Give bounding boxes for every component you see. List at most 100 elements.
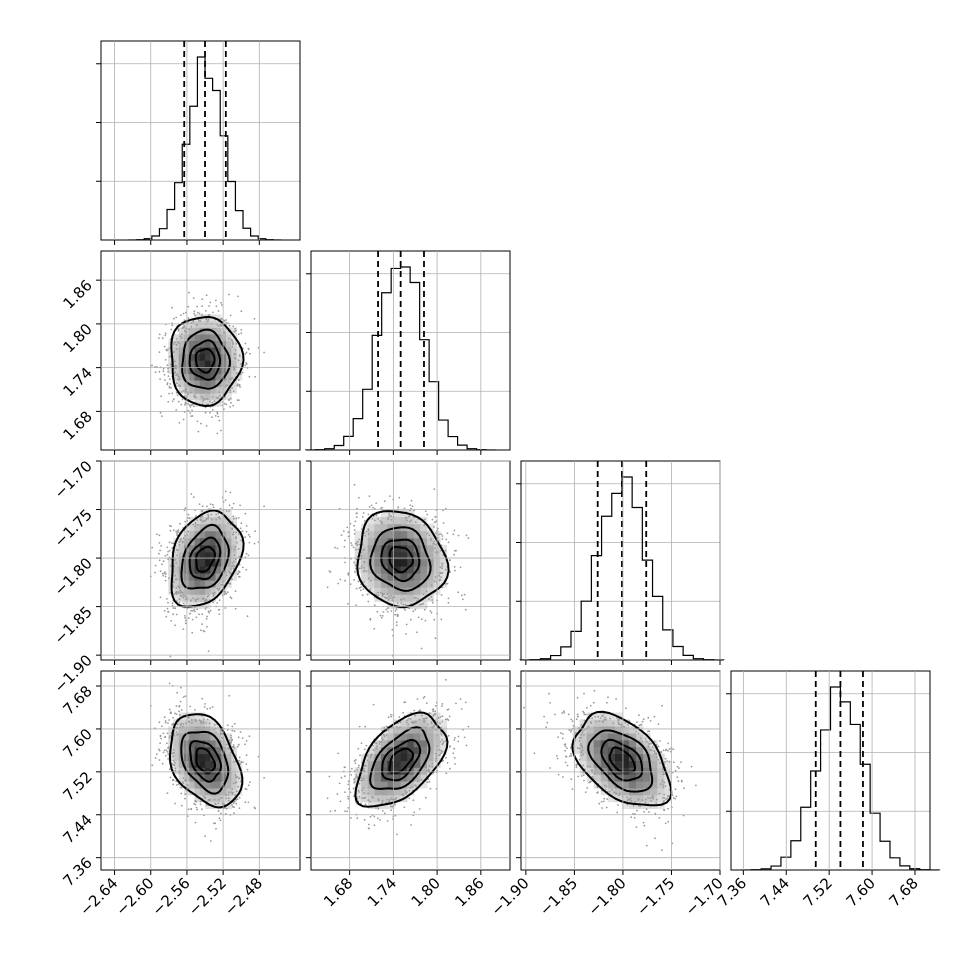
density-cell [226,509,232,518]
scatter-point [247,784,250,787]
density-cell [210,746,216,755]
scatter-point [353,533,356,535]
density-cell [629,733,637,741]
scatter-point [453,739,456,741]
scatter-point [244,801,247,804]
density-cell [220,327,227,335]
density-cell [426,594,434,602]
scatter-point [175,316,178,319]
scatter-point [380,521,383,523]
scatter-point [209,799,212,801]
scatter-point [188,291,190,294]
scatter-point [408,520,411,523]
scatter-point [663,773,665,776]
scatter-point [218,391,221,393]
density-cell [210,399,216,407]
scatter-point [616,811,619,814]
scatter-point [207,515,210,518]
density-cell [231,380,237,388]
density-cell [220,347,227,355]
scatter-point [404,790,407,792]
density-cell [220,587,227,595]
density-cell [374,530,382,539]
density-cell [354,767,362,775]
density-cell [178,594,185,602]
scatter-point [662,801,665,804]
scatter-point [187,393,190,395]
scatter-point [238,575,240,578]
density-cell [657,760,665,768]
density-cell [607,794,616,803]
scatter-point [368,823,370,826]
scatter-point [652,795,655,798]
density-cell [210,573,216,581]
scatter-point [172,783,175,786]
scatter-point [177,549,179,552]
density-cell [205,366,211,374]
scatter-point [439,740,442,743]
density-cell [231,530,237,539]
scatter-point [179,335,182,338]
density-cell [354,781,362,789]
contour-line [170,509,245,608]
scatter-point [346,810,349,813]
scatter-point [404,603,407,606]
density-cell [168,559,174,567]
scatter-point [163,345,166,348]
scatter-point [566,764,569,767]
density-cell [413,530,421,539]
scatter-point [444,568,447,571]
density-cell [189,559,195,567]
scatter-point [176,554,179,557]
scatter-point [229,389,232,391]
density-cell [407,774,415,782]
density-cell [614,746,623,755]
scatter-point [224,607,227,609]
scatter-point [377,798,380,801]
density-cell [361,573,369,581]
density-cell [367,544,375,553]
scatter-point [173,734,175,737]
scatter-point [430,539,432,541]
scatter-point [601,807,603,809]
scatter-point [403,701,406,704]
density-cell [420,781,428,789]
scatter-point [235,329,237,332]
scatter-point [195,515,197,517]
density-cell [205,334,211,342]
scatter-point [415,720,417,723]
scatter-point [648,743,650,745]
contour-line [181,328,231,390]
scatter-point [171,752,174,755]
scatter-point [578,758,581,761]
scatter-point [216,324,219,326]
scatter-point [241,530,244,532]
scatter-point [439,716,442,718]
scatter-point [388,800,391,803]
density-cell [210,523,216,532]
scatter-point [388,513,391,515]
scatter-point [576,713,579,716]
scatter-point [344,791,346,793]
scatter-point [196,305,198,308]
scatter-point [355,604,358,606]
scatter-point [373,604,376,607]
scatter-point [441,715,444,718]
scatter-point [338,782,341,785]
scatter-point [161,725,163,728]
density-cell [226,347,232,355]
scatter-point [224,332,226,334]
scatter-point [355,776,357,779]
scatter-point [358,764,360,767]
density-cell [614,760,623,768]
scatter-point [174,574,177,577]
scatter-point [662,786,665,789]
scatter-point [580,733,583,736]
scatter-point [668,748,671,750]
scatter-point [423,719,425,722]
scatter-point [370,504,373,507]
density-cell [220,794,227,803]
scatter-point [657,723,660,725]
density-cell [413,523,421,532]
scatter-point [158,749,161,752]
